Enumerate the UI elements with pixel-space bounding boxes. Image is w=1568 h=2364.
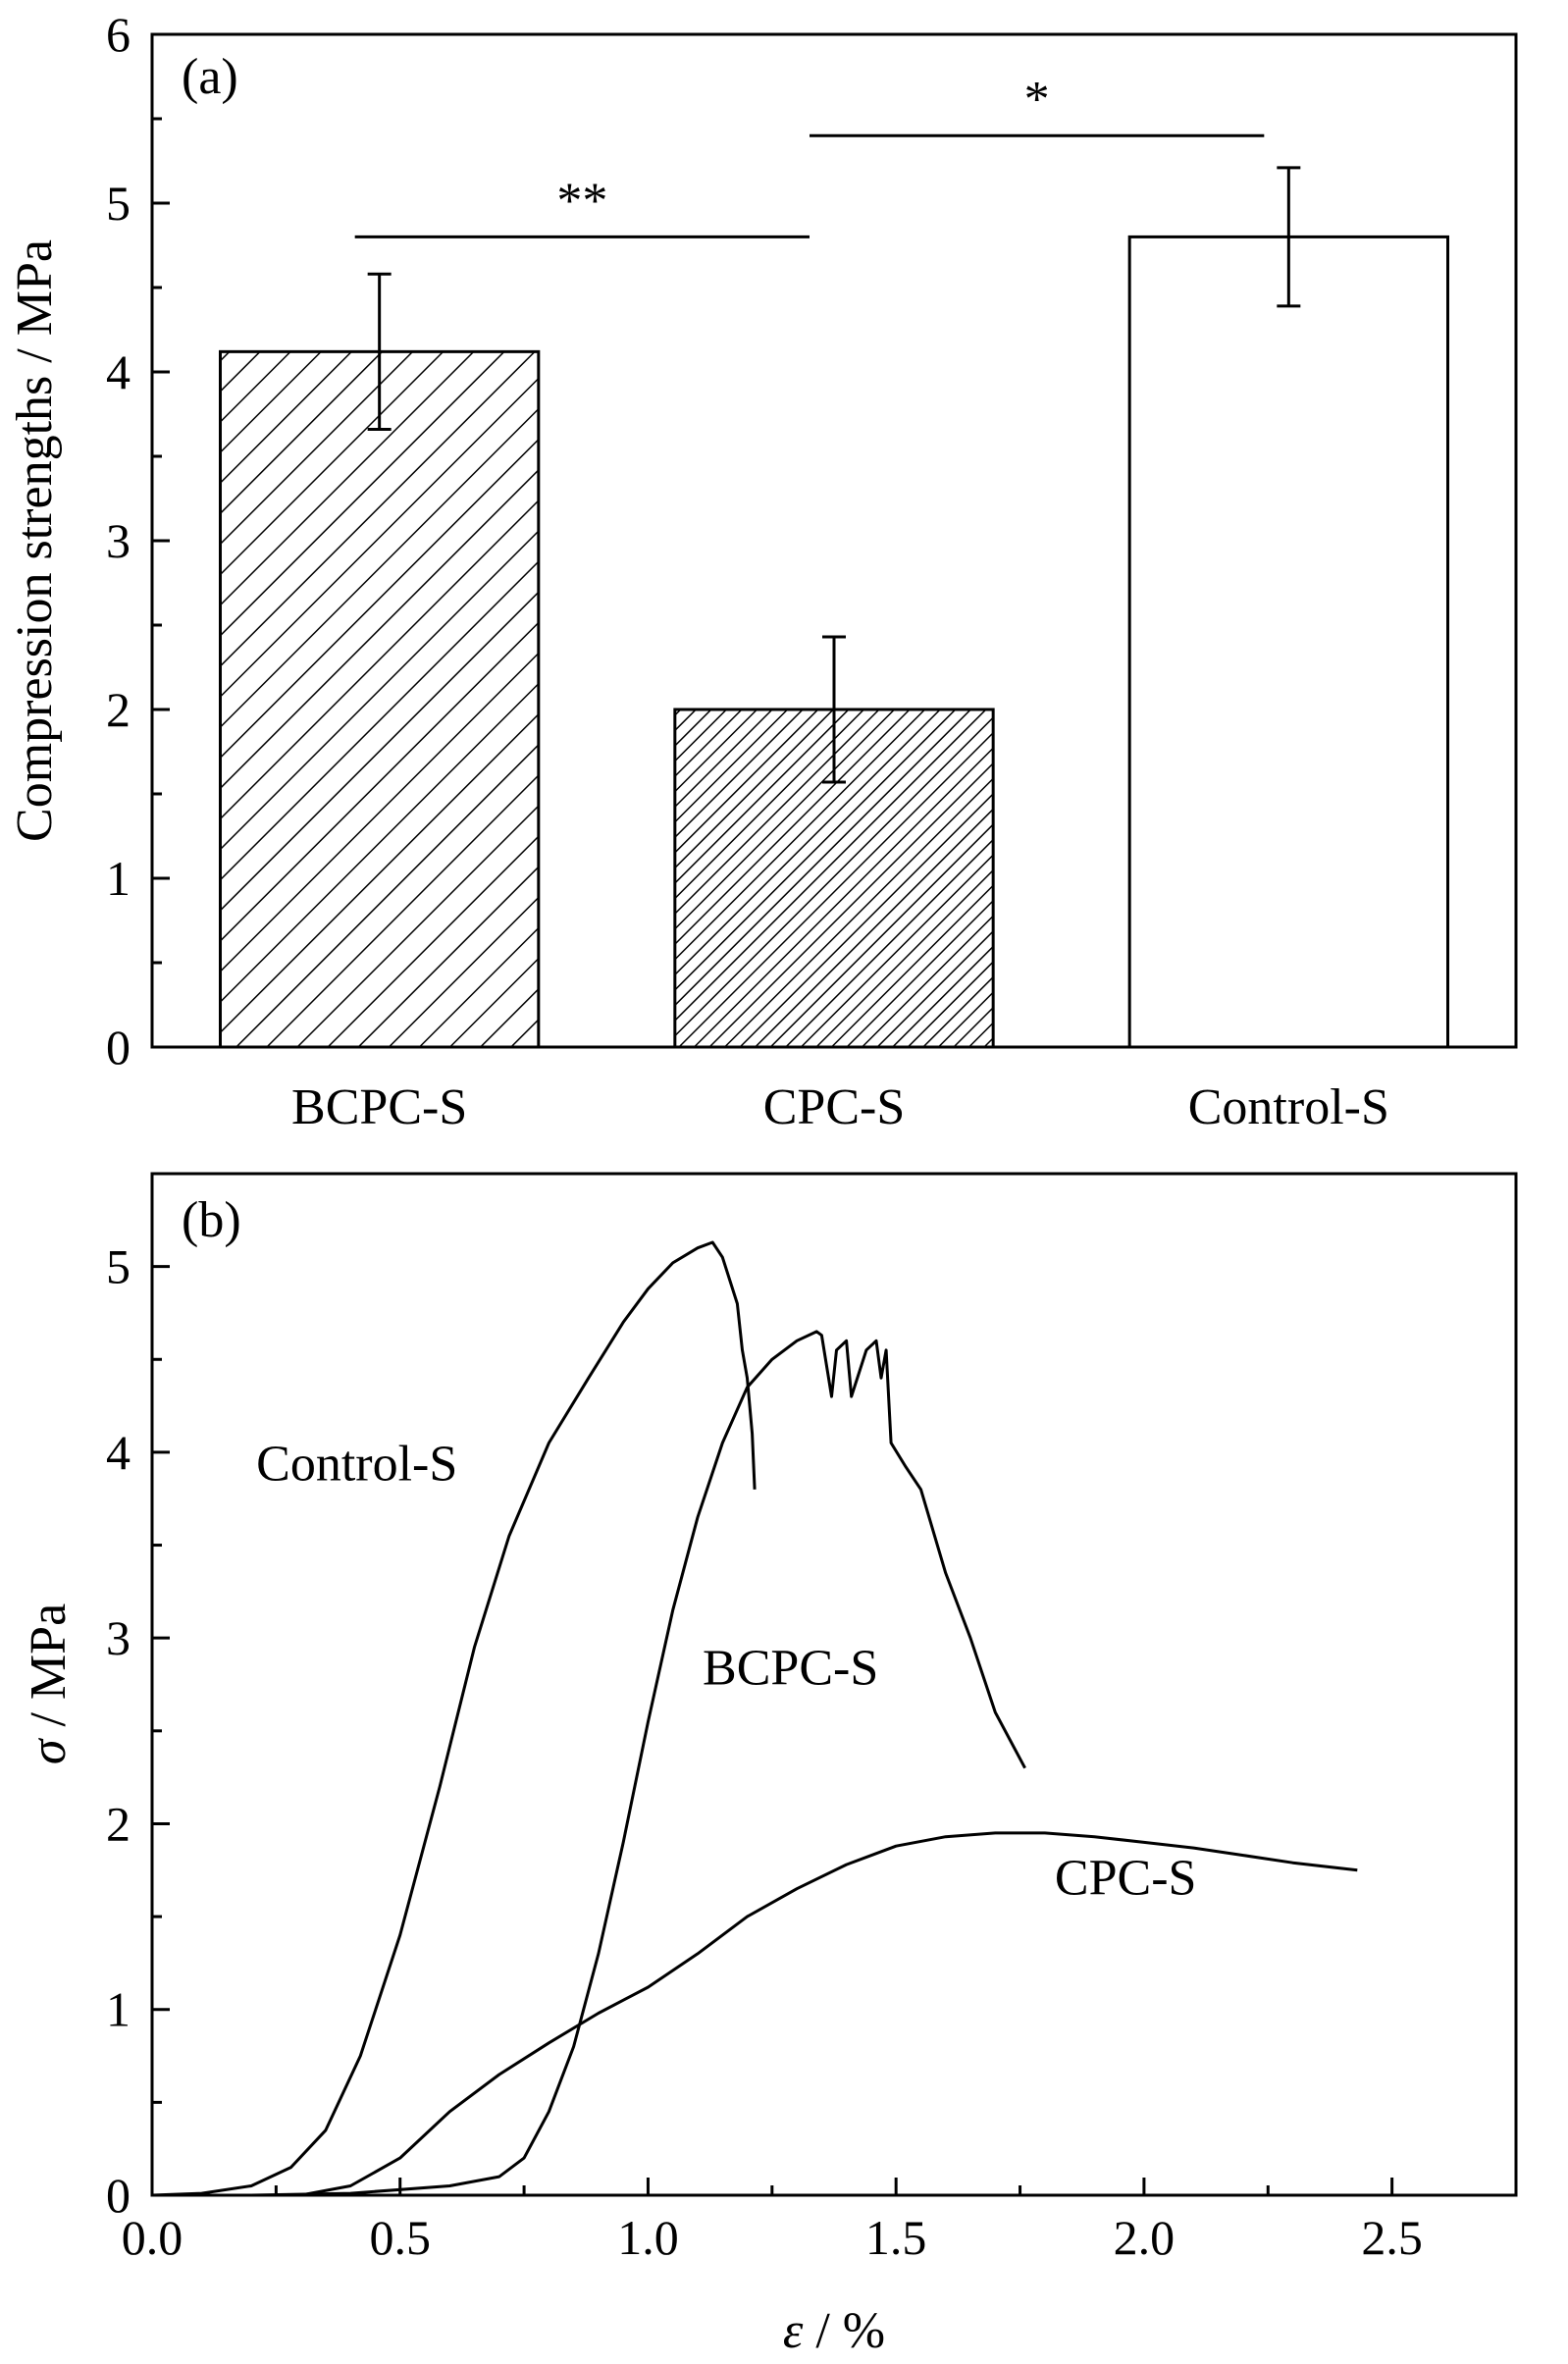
category-label: Control-S — [1188, 1079, 1389, 1135]
panel-a-significance: *** — [354, 72, 1265, 238]
curve-label: Control-S — [256, 1436, 457, 1492]
panel-b-series — [151, 1240, 1358, 2197]
panel-a-label: (a) — [182, 49, 238, 105]
panel-b-x-ticks: 0.0 0.5 1.0 1.5 2.0 2.5 — [122, 2178, 1423, 2265]
x-tick-label: 0.0 — [122, 2210, 183, 2265]
y-tick-label: 1 — [106, 851, 131, 906]
panel-b-curve-labels: Control-S BCPC-S CPC-S — [256, 1436, 1196, 1906]
y-tick-label: 3 — [106, 513, 131, 568]
y-tick-label: 4 — [106, 344, 131, 399]
panel-b-y-axis-title: σ / MPa — [21, 1603, 77, 1764]
y-tick-label: 4 — [106, 1425, 131, 1480]
y-tick-label: 5 — [106, 176, 131, 231]
panel-b-chart: (b) 0.0 0.5 1.0 1.5 2.0 2.5 0 1 2 3 4 5 Control-S B… — [21, 1172, 1518, 2359]
panel-a-y-ticks: 0 1 2 3 4 5 6 — [106, 7, 170, 1075]
panel-b-y-ticks: 0 1 2 3 4 5 — [106, 1239, 170, 2223]
category-label: CPC-S — [763, 1079, 906, 1135]
x-tick-label: 1.0 — [617, 2210, 679, 2265]
x-tick-label: 2.5 — [1361, 2210, 1423, 2265]
bar-control-s — [1127, 235, 1449, 1049]
series-line-bcpc-s — [152, 1330, 1026, 2197]
y-tick-label: 2 — [106, 1796, 131, 1851]
y-tick-label: 5 — [106, 1239, 131, 1294]
significance-label: ** — [556, 173, 607, 229]
series-line-cpc-s — [152, 1831, 1358, 2197]
x-tick-label: 0.5 — [369, 2210, 431, 2265]
curve-label: CPC-S — [1055, 1850, 1197, 1906]
y-tick-label: 0 — [106, 2168, 131, 2223]
panel-a-bars — [219, 166, 1449, 1049]
y-tick-label: 1 — [106, 1982, 131, 2037]
panel-b-frame — [150, 1172, 1518, 2197]
bar-bcpc-s — [219, 349, 541, 1049]
panel-a-y-axis-title: Compression strengths / MPa — [7, 239, 63, 842]
panel-b-label: (b) — [182, 1192, 241, 1248]
x-tick-label: 2.0 — [1114, 2210, 1176, 2265]
y-tick-label: 0 — [106, 1020, 131, 1075]
y-tick-label: 6 — [106, 7, 131, 62]
y-tick-label: 3 — [106, 1610, 131, 1665]
panel-a-category-labels: BCPC-S CPC-S Control-S — [291, 1079, 1389, 1135]
panel-b-x-axis-title: ε / % — [783, 2303, 885, 2359]
significance-label: * — [1024, 72, 1050, 128]
curve-label: BCPC-S — [703, 1641, 878, 1697]
y-tick-label: 2 — [106, 682, 131, 737]
category-label: BCPC-S — [291, 1079, 467, 1135]
series-line-control-s — [151, 1240, 757, 2197]
x-tick-label: 1.5 — [865, 2210, 927, 2265]
